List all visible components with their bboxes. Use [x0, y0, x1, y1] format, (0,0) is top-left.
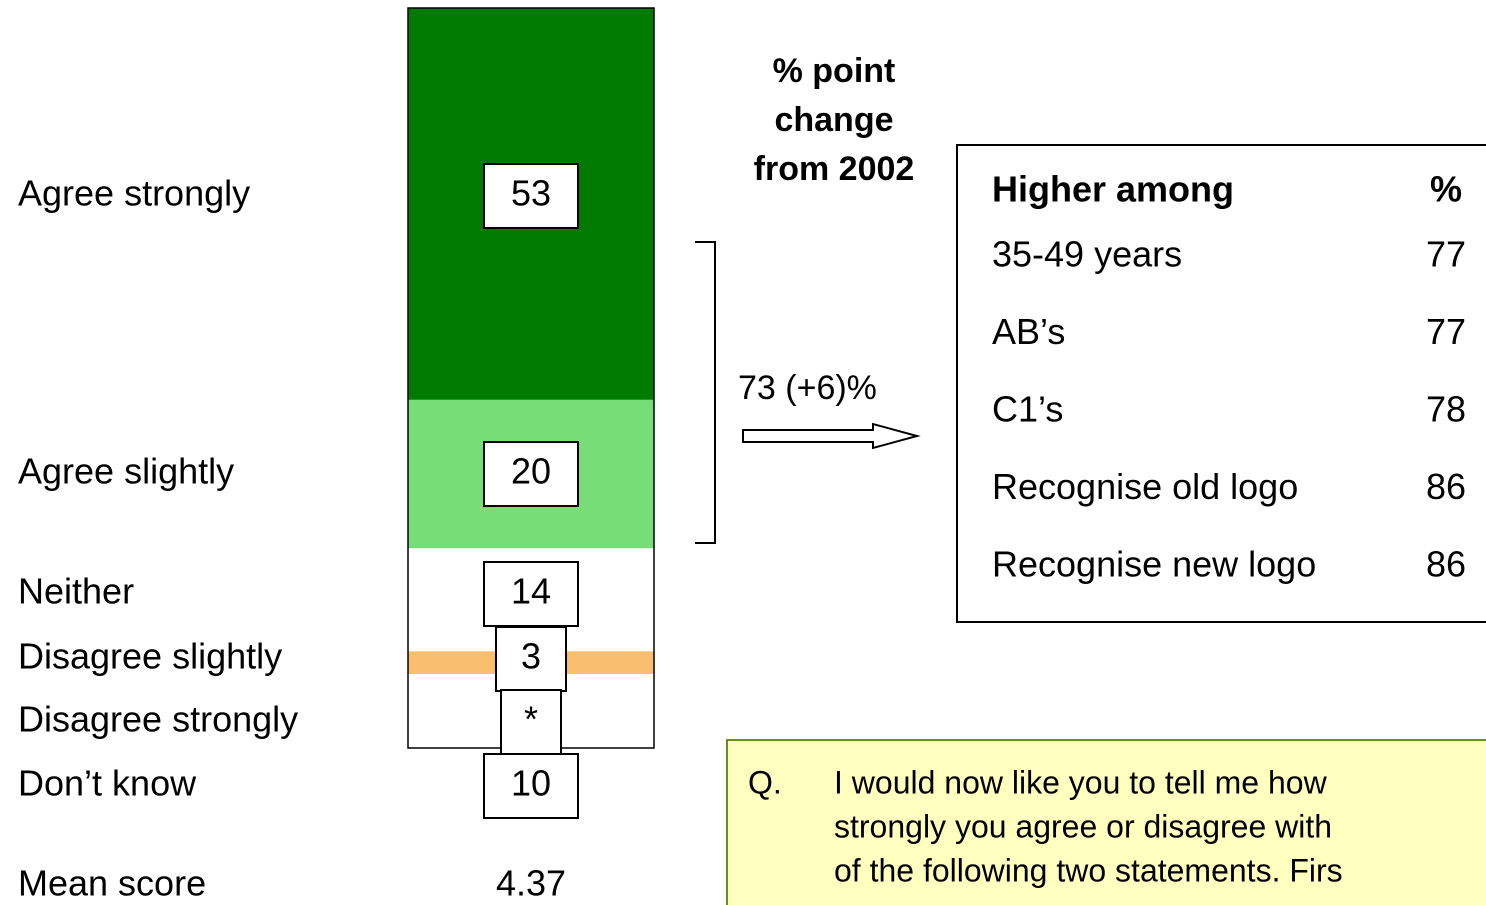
value-label-box: [495, 626, 567, 692]
table-cell: 86: [1426, 544, 1466, 585]
mean-value: 4.37: [496, 863, 566, 904]
question-text: I would now like you to tell me how stron…: [834, 764, 1343, 888]
table-cell: 78: [1426, 389, 1466, 430]
question-box: [726, 739, 1486, 905]
change-header: change: [774, 101, 893, 139]
table-box: [956, 144, 1486, 623]
table-cell: AB’s: [992, 311, 1065, 352]
table-header: Higher among: [992, 169, 1234, 210]
table-cell: Recognise new logo: [992, 544, 1316, 585]
arrow: [742, 422, 921, 450]
category-label: Neither: [18, 571, 134, 612]
question-line: of the following two statements. Firs: [834, 852, 1343, 888]
value-label-box: [500, 689, 562, 755]
value-label-box: [483, 753, 579, 819]
change-header: from 2002: [754, 150, 915, 188]
value-label-box: [483, 561, 579, 627]
table-cell: Recognise old logo: [992, 466, 1298, 507]
table-rows: 35-49 years 77 AB’s 77 C1’s 78 Recognise old l…: [992, 234, 1466, 585]
table-cell: 77: [1426, 311, 1466, 352]
table-cell: 86: [1426, 466, 1466, 507]
value-label-box: [483, 163, 579, 229]
value-label: 20: [511, 451, 551, 492]
value-label: *: [524, 699, 538, 740]
category-label: Disagree slightly: [18, 636, 282, 677]
question-line: strongly you agree or disagree with: [834, 808, 1332, 844]
category-label: Disagree strongly: [18, 699, 298, 740]
category-label: Agree strongly: [18, 173, 250, 214]
change-header: % point: [773, 52, 896, 90]
value-label: 14: [511, 571, 551, 612]
table-cell: C1’s: [992, 389, 1063, 430]
category-label: Agree slightly: [18, 451, 234, 492]
question-marker: Q.: [748, 764, 782, 800]
table-cell: 35-49 years: [992, 234, 1182, 275]
annotation: 73 (+6)%: [738, 369, 877, 407]
value-label-box: [483, 441, 579, 507]
table-header: %: [1430, 169, 1462, 210]
value-label: 10: [511, 763, 551, 804]
category-label: Don’t know: [18, 763, 197, 804]
table-cell: 77: [1426, 234, 1466, 275]
question-line: I would now like you to tell me how: [834, 764, 1328, 800]
mean-label: Mean score: [18, 863, 206, 904]
bracket: [695, 241, 716, 544]
value-label: 53: [511, 173, 551, 214]
value-label: 3: [521, 636, 541, 677]
